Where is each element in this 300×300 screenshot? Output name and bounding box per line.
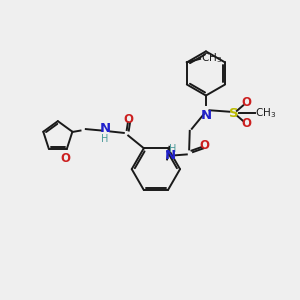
Text: O: O [199,139,209,152]
Text: O: O [124,113,134,126]
Text: H: H [101,134,109,144]
Text: H: H [169,143,176,154]
Text: CH$_3$: CH$_3$ [201,52,222,65]
Text: N: N [200,109,211,122]
Text: O: O [60,152,70,165]
Text: N: N [164,149,175,162]
Text: CH$_3$: CH$_3$ [255,106,276,120]
Text: O: O [241,96,251,110]
Text: S: S [229,107,239,120]
Text: O: O [241,117,251,130]
Text: N: N [99,122,110,135]
